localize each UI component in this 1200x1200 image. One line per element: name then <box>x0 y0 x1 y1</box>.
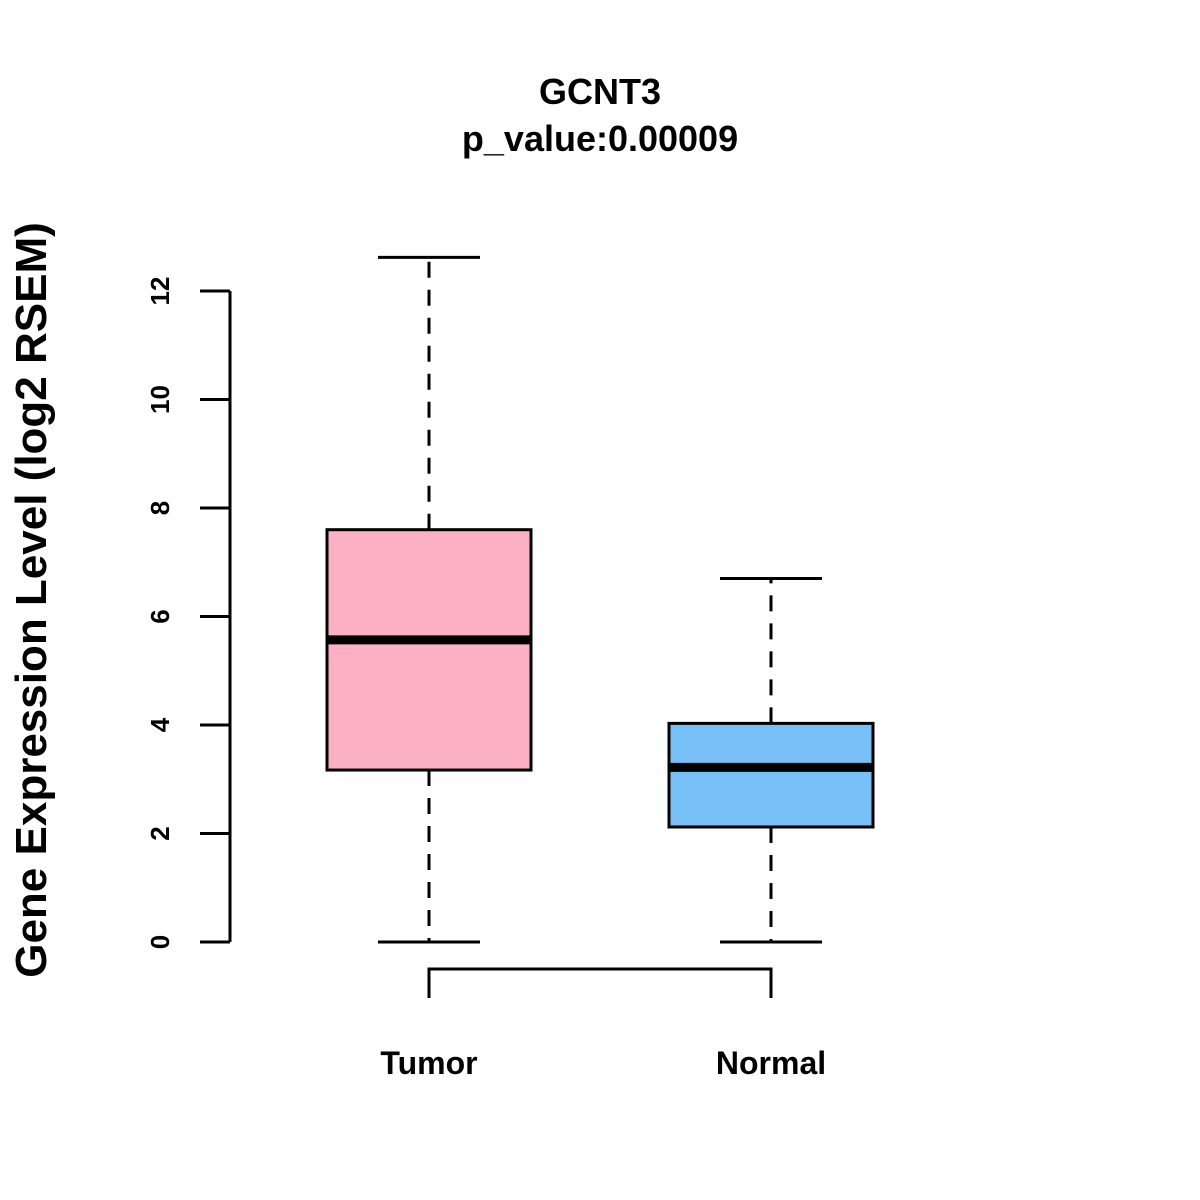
box-tumor <box>325 255 533 944</box>
y-tick-label: 6 <box>145 609 175 623</box>
y-tick-label: 2 <box>145 826 175 840</box>
category-labels: Tumor Normal <box>380 1045 826 1081</box>
box-normal <box>667 577 875 944</box>
y-tick-label: 8 <box>145 501 175 515</box>
category-label-normal: Normal <box>716 1045 826 1081</box>
chart-subtitle: p_value:0.00009 <box>462 118 738 159</box>
category-label-tumor: Tumor <box>380 1045 477 1081</box>
y-tick-label: 0 <box>145 935 175 949</box>
bracket-line <box>427 967 773 998</box>
y-tick-label: 4 <box>145 717 175 732</box>
boxes-group <box>325 255 875 944</box>
y-tick-label: 10 <box>145 385 175 414</box>
comparison-bracket <box>427 967 773 998</box>
y-axis: 0 2 4 6 8 10 12 <box>145 277 232 949</box>
iqr-box <box>325 528 533 772</box>
y-tick-label: 12 <box>145 277 175 306</box>
iqr-box <box>667 721 875 829</box>
chart-title: GCNT3 <box>539 71 661 112</box>
y-axis-label: Gene Expression Level (log2 RSEM) <box>7 222 56 978</box>
